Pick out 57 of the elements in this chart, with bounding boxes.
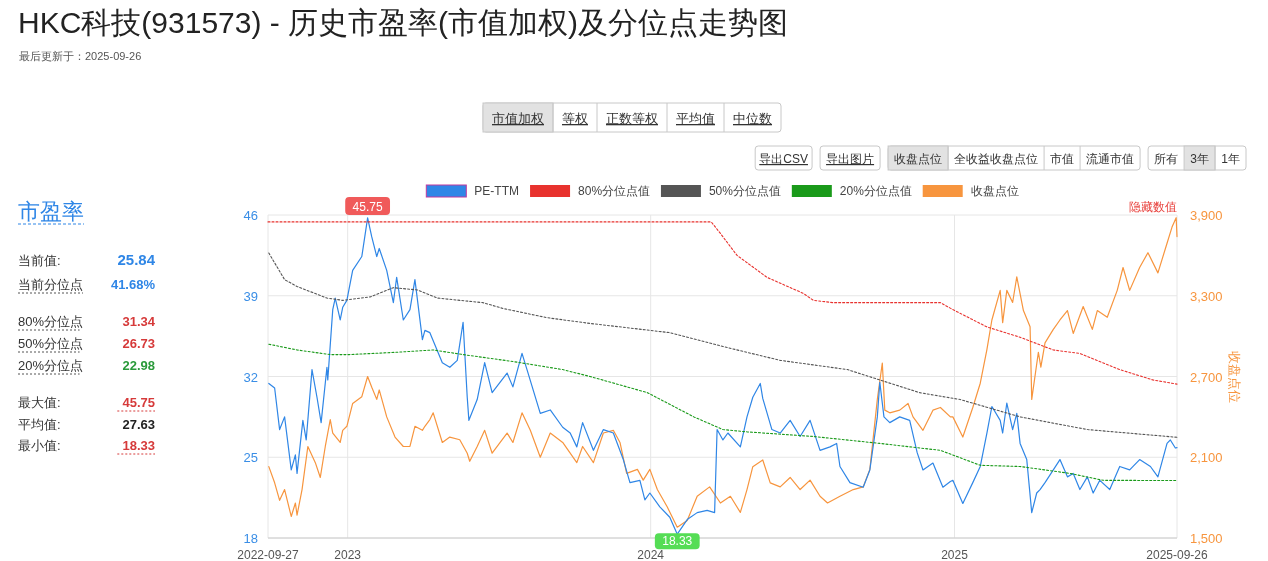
- legend-label: 80%分位点值: [578, 184, 651, 198]
- x-tick-label: 2025-09-26: [1146, 548, 1209, 561]
- text: 所有: [1154, 152, 1179, 166]
- y-tick-label: 18: [243, 531, 258, 546]
- text: 31.34: [122, 314, 156, 329]
- text: 平均值: [676, 111, 715, 126]
- text: 收盘点位: [894, 152, 943, 166]
- text: 导出图片: [826, 152, 875, 166]
- text: 当前值:: [18, 253, 61, 268]
- legend-label: PE-TTM: [474, 184, 519, 198]
- y-tick-label: 39: [243, 288, 258, 304]
- text: 1年: [1221, 152, 1240, 166]
- annotation: 45.75: [352, 199, 383, 214]
- text: 市盈率: [18, 199, 84, 224]
- y2-tick-label: 3,300: [1190, 288, 1223, 304]
- text: 正数等权: [606, 111, 658, 126]
- y-tick-label: 25: [243, 450, 258, 466]
- text: 27.63: [122, 417, 155, 432]
- y-tick-label: 32: [243, 369, 258, 385]
- text: 41.68%: [110, 277, 156, 292]
- text: 80%分位点: [18, 314, 84, 329]
- text: 市值: [1050, 152, 1075, 166]
- text: 隐藏数值: [1129, 200, 1177, 214]
- text: 45.75: [122, 395, 155, 410]
- text: 当前分位点: [18, 277, 83, 292]
- text: 导出CSV: [759, 152, 808, 166]
- legend-label: 收盘点位: [970, 184, 1019, 198]
- text: 流通市值: [1086, 152, 1135, 166]
- text: 最小值:: [18, 438, 61, 453]
- y-tick-label: 46: [243, 208, 258, 223]
- y2-axis-title: 收盘点位: [1227, 350, 1242, 403]
- text: 等权: [562, 111, 588, 126]
- text: 3年: [1190, 152, 1209, 166]
- legend-label: 20%分位点值: [839, 184, 912, 198]
- text: 全收益收盘点位: [954, 152, 1039, 166]
- x-tick-label: 2022-09-27: [237, 548, 300, 561]
- text: 中位数: [733, 111, 772, 126]
- text: HKC科技(931573) - 历史市盈率(市值加权)及分位点走势图: [18, 6, 789, 39]
- x-tick-label: 2025: [941, 548, 969, 561]
- y2-tick-label: 3,900: [1190, 208, 1223, 223]
- x-tick-label: 2023: [334, 548, 362, 561]
- text: 50%分位点: [18, 336, 84, 351]
- text: 最大值:: [18, 395, 61, 410]
- text: 26.73: [122, 336, 155, 351]
- text: 最后更新于：2025-09-26: [19, 50, 142, 62]
- annotation: 18.33: [662, 534, 693, 549]
- y2-tick-label: 2,100: [1190, 450, 1223, 466]
- text: 25.84: [117, 251, 156, 268]
- text: 20%分位点: [18, 358, 84, 373]
- text: 18.33: [122, 438, 155, 453]
- y2-tick-label: 2,700: [1190, 369, 1223, 385]
- y2-tick-label: 1,500: [1190, 531, 1223, 546]
- x-tick-label: 2024: [637, 548, 665, 561]
- text: 22.98: [122, 358, 155, 373]
- text: 平均值:: [18, 417, 61, 432]
- legend-label: 50%分位点值: [708, 184, 781, 198]
- text: 市值加权: [492, 111, 544, 126]
